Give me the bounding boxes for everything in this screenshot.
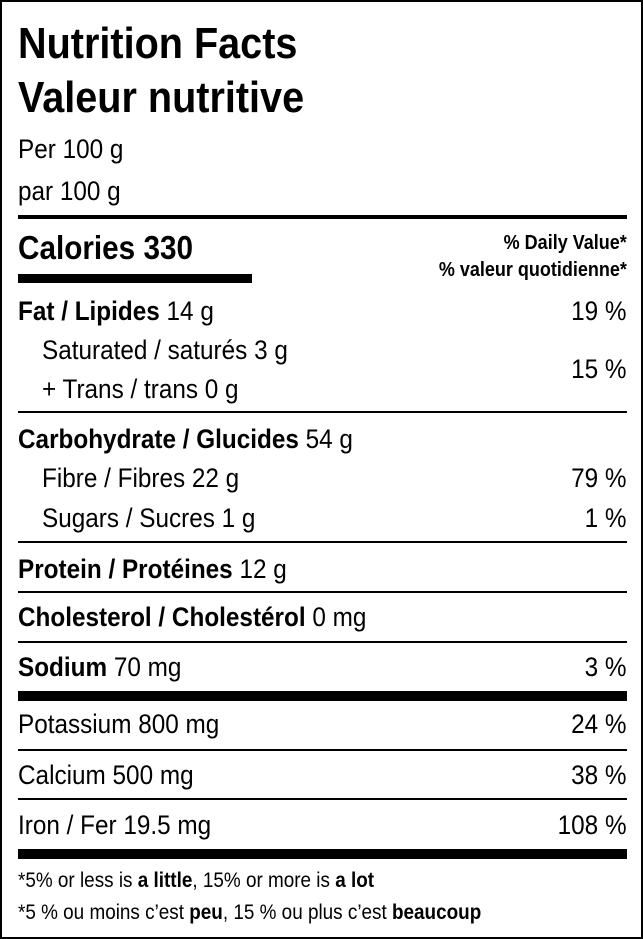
calcium-dv: 38 %	[571, 760, 627, 790]
sat-trans-dv: 15 %	[571, 354, 627, 384]
sugars-row: Sugars / Sucres 1 g	[42, 503, 255, 533]
carbohydrate-row: Carbohydrate / Glucides 54 g	[18, 424, 353, 454]
calcium-label: Calcium	[18, 760, 106, 790]
cholesterol-label: Cholesterol / Cholestérol	[18, 602, 306, 632]
iron-label: Iron / Fer	[18, 810, 117, 840]
footnote-en: *5% or less is a little, 15% or more is …	[18, 869, 375, 892]
saturated-amount: 3 g	[254, 335, 288, 365]
calcium-row: Calcium 500 mg	[18, 760, 194, 790]
protein-amount: 12 g	[239, 554, 287, 584]
iron-amount: 19.5 mg	[123, 810, 212, 840]
cholesterol-row: Cholesterol / Cholestérol 0 mg	[18, 602, 366, 632]
divider	[18, 641, 627, 643]
sugars-amount: 1 g	[221, 503, 256, 533]
potassium-row: Potassium 800 mg	[18, 709, 219, 739]
trans-amount: 0 g	[204, 374, 239, 404]
fat-label: Fat / Lipides	[18, 296, 160, 326]
divider	[18, 411, 627, 413]
divider	[18, 798, 627, 800]
saturated-label: Saturated / saturés	[42, 335, 248, 365]
potassium-dv: 24 %	[571, 709, 627, 739]
fat-dv: 19 %	[571, 296, 627, 326]
sodium-row: Sodium 70 mg	[18, 652, 181, 682]
fibre-row: Fibre / Fibres 22 g	[42, 463, 239, 493]
trans-label: + Trans / trans	[42, 374, 198, 404]
fibre-label: Fibre / Fibres	[42, 463, 186, 493]
saturated-row: Saturated / saturés 3 g	[42, 335, 288, 365]
sodium-dv: 3 %	[585, 652, 627, 682]
potassium-label: Potassium	[18, 709, 132, 739]
divider	[18, 541, 627, 543]
protein-label: Protein / Protéines	[18, 554, 233, 584]
fat-amount: 14 g	[166, 296, 214, 326]
divider-thick	[18, 691, 627, 701]
calories-bar	[18, 274, 252, 283]
sugars-dv: 1 %	[585, 503, 627, 533]
fibre-dv: 79 %	[571, 463, 627, 493]
sugars-label: Sugars / Sucres	[42, 503, 215, 533]
fat-row: Fat / Lipides 14 g	[18, 296, 214, 326]
dv-header-en: % Daily Value*	[503, 232, 627, 254]
dv-header-fr: % valeur quotidienne*	[438, 259, 627, 281]
divider	[18, 749, 627, 751]
protein-row: Protein / Protéines 12 g	[18, 554, 287, 584]
carbohydrate-amount: 54 g	[305, 424, 353, 454]
calories-label: Calories	[18, 229, 136, 266]
title-en: Nutrition Facts	[18, 19, 298, 68]
sodium-label: Sodium	[18, 652, 108, 682]
sodium-amount: 70 mg	[113, 652, 182, 682]
calcium-amount: 500 mg	[112, 760, 194, 790]
trans-row: + Trans / trans 0 g	[42, 374, 239, 404]
iron-row: Iron / Fer 19.5 mg	[18, 810, 211, 840]
divider-thick	[18, 849, 627, 859]
iron-dv: 108 %	[558, 810, 627, 840]
serving-fr: par 100 g	[18, 176, 121, 206]
fibre-amount: 22 g	[191, 463, 240, 493]
calories-value: 330	[143, 229, 194, 266]
potassium-amount: 800 mg	[138, 709, 220, 739]
divider-thick	[18, 215, 627, 219]
calories-row: Calories 330	[18, 230, 193, 266]
cholesterol-amount: 0 mg	[312, 602, 367, 632]
serving-en: Per 100 g	[18, 134, 124, 164]
carbohydrate-label: Carbohydrate / Glucides	[18, 424, 299, 454]
divider	[18, 591, 627, 593]
title-fr: Valeur nutritive	[18, 73, 305, 122]
footnote-fr: *5 % ou moins c’est peu, 15 % ou plus c’…	[18, 901, 482, 924]
